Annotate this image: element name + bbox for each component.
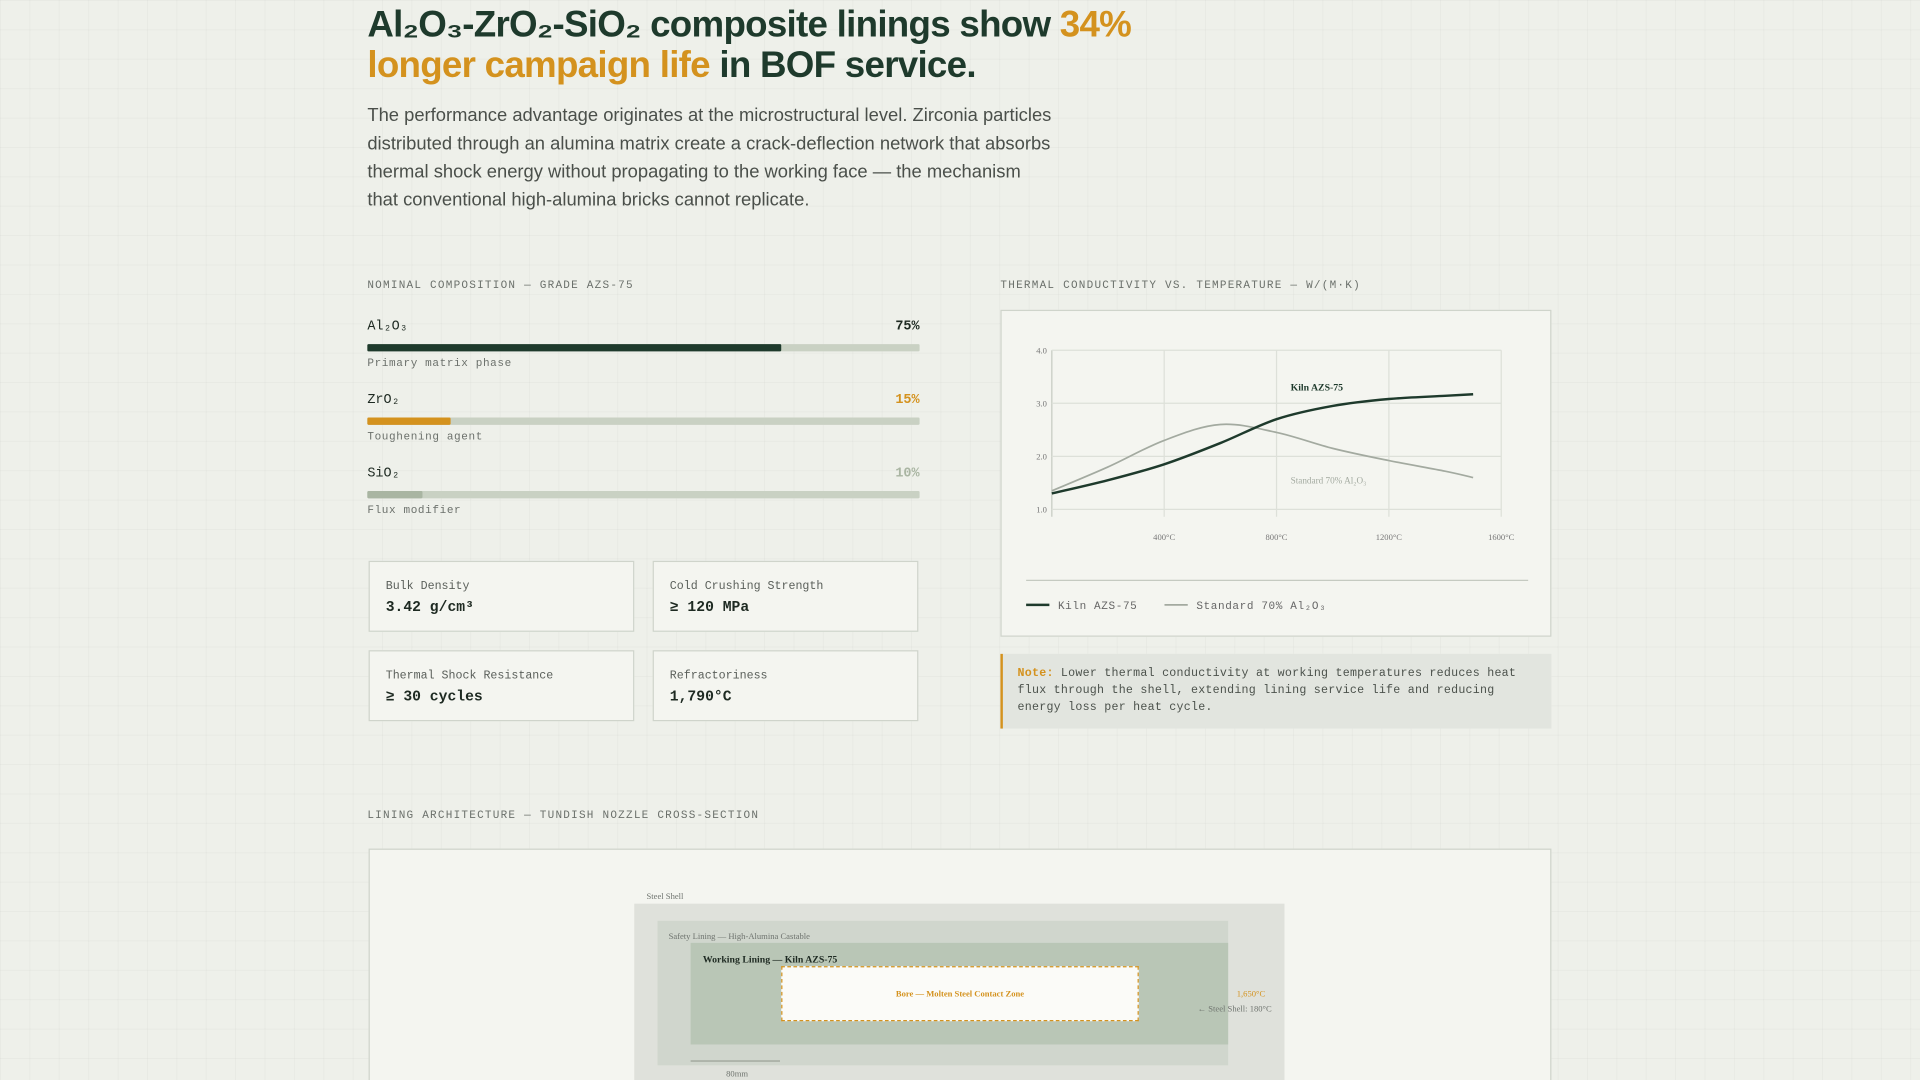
diagram-label: ← Steel Shell: 180°C bbox=[1197, 1004, 1272, 1014]
bore bbox=[781, 966, 1139, 1022]
lead-paragraph: The performance advantage originates at … bbox=[367, 105, 1052, 211]
component-name: ZrO₂ bbox=[367, 393, 400, 408]
series-label: Kiln AZS-75 bbox=[1291, 383, 1344, 394]
bar-track bbox=[367, 417, 920, 425]
component-note: Primary matrix phase bbox=[367, 357, 512, 370]
series-line bbox=[1051, 393, 1474, 495]
x-tick-label: 800°C bbox=[1266, 532, 1288, 542]
section-label: LINING ARCHITECTURE — TUNDISH NOZZLE CRO… bbox=[367, 809, 760, 822]
x-tick-label: 400°C bbox=[1153, 532, 1175, 542]
headline-text: in BOF service. bbox=[709, 45, 976, 86]
property-card: Bulk Density 3.42 g/cm³ bbox=[368, 560, 635, 632]
property-label: Refractoriness bbox=[669, 668, 768, 683]
chart: 1.0 2.0 3.0 4.0 400°C 800°C 1200°C 1600°C Kiln A… bbox=[1026, 345, 1529, 613]
y-tick-label: 3.0 bbox=[1036, 398, 1047, 408]
property-label: Bulk Density bbox=[385, 579, 470, 593]
series-label: Standard 70% Al₂O₃ bbox=[1291, 476, 1367, 486]
note-label: Note: bbox=[1017, 666, 1054, 680]
scale-bar bbox=[690, 1060, 781, 1062]
component-value: 10% bbox=[895, 466, 920, 482]
component-value: 75% bbox=[895, 319, 920, 335]
property-value: 1,790°C bbox=[669, 688, 732, 706]
property-card: Thermal Shock Resistance ≥ 30 cycles bbox=[368, 650, 635, 722]
section-label: THERMAL CONDUCTIVITY VS. TEMPERATURE — W… bbox=[1000, 279, 1361, 292]
diagram-label: Safety Lining — High-Alumina Castable bbox=[668, 931, 810, 942]
y-tick-label: 2.0 bbox=[1036, 451, 1047, 461]
component-name: Al₂O₃ bbox=[367, 319, 408, 335]
y-tick-label: 1.0 bbox=[1036, 504, 1047, 514]
component-value: 15% bbox=[895, 393, 920, 408]
property-value: ≥ 30 cycles bbox=[385, 688, 483, 706]
bar-track bbox=[367, 491, 920, 499]
property-card: Cold Crushing Strength ≥ 120 MPa bbox=[652, 560, 919, 632]
bar bbox=[367, 344, 782, 352]
bar bbox=[367, 417, 451, 425]
section-label: NOMINAL COMPOSITION — GRADE AZS-75 bbox=[367, 279, 634, 292]
bar bbox=[367, 491, 423, 499]
diagram-label: Bore — Molten Steel Contact Zone bbox=[895, 989, 1025, 1000]
component-note: Toughening agent bbox=[367, 431, 483, 444]
property-label: Thermal Shock Resistance bbox=[385, 668, 554, 683]
diagram-label: Working Lining — Kiln AZS-75 bbox=[702, 953, 838, 965]
diagram-label: Steel Shell bbox=[646, 891, 684, 902]
component-note: Flux modifier bbox=[367, 504, 462, 517]
diagram-label: 80mm bbox=[726, 1068, 749, 1079]
headline: Al₂O₃-ZrO₂-SiO₂ composite linings show 3… bbox=[367, 5, 1151, 86]
y-tick-label: 4.0 bbox=[1036, 345, 1047, 355]
diagram-label: 1,650°C bbox=[1236, 989, 1266, 1000]
legend-label: Kiln AZS-75 bbox=[1058, 601, 1137, 613]
headline-text: Al₂O₃-ZrO₂-SiO₂ composite linings show bbox=[367, 4, 1060, 46]
series-line bbox=[1051, 423, 1474, 492]
legend-label: Standard 70% Al₂O₃ bbox=[1196, 601, 1326, 613]
note: Note: Lower thermal conductivity at work… bbox=[1000, 653, 1552, 729]
note-text: Lower thermal conductivity at working te… bbox=[1017, 666, 1517, 714]
x-tick-label: 1600°C bbox=[1488, 532, 1515, 542]
property-label: Cold Crushing Strength bbox=[669, 579, 824, 593]
property-value: ≥ 120 MPa bbox=[669, 598, 750, 616]
property-value: 3.42 g/cm³ bbox=[385, 598, 474, 616]
property-card: Refractoriness 1,790°C bbox=[652, 650, 919, 722]
x-tick-label: 1200°C bbox=[1376, 532, 1403, 542]
component-name: SiO₂ bbox=[367, 466, 400, 482]
headline-highlight: 34% longer campaign life bbox=[367, 4, 1132, 86]
chart-panel: 1.0 2.0 3.0 4.0 400°C 800°C 1200°C 1600°C Kiln A… bbox=[1000, 309, 1552, 637]
